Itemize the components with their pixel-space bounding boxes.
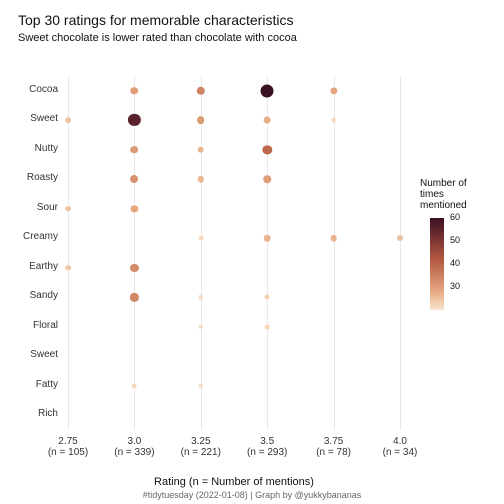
data-point [265, 295, 270, 300]
x-tick: 3.0(n = 339) [104, 436, 164, 458]
data-point [198, 146, 205, 153]
y-tick: Floral [0, 320, 58, 331]
y-tick: Earthy [0, 261, 58, 272]
data-point [264, 117, 271, 124]
data-point [197, 116, 205, 124]
x-tick: 3.25(n = 221) [171, 436, 231, 458]
legend-title: Number of times mentioned [420, 178, 467, 211]
y-tick: Nutty [0, 143, 58, 154]
y-tick: Fatty [0, 379, 58, 390]
y-tick: Sweet [0, 349, 58, 360]
data-point [65, 265, 71, 271]
data-point [198, 176, 204, 182]
data-point [65, 206, 71, 212]
gridline [334, 76, 335, 430]
y-tick: Creamy [0, 231, 58, 242]
x-tick: 4.0(n = 34) [370, 436, 430, 458]
data-point [263, 145, 272, 154]
chart-subtitle: Sweet chocolate is lower rated than choc… [18, 32, 297, 44]
legend-colorbar [430, 218, 444, 310]
x-axis-title: Rating (n = Number of mentions) [68, 476, 400, 488]
data-point [330, 235, 337, 242]
legend-tick: 60 [450, 212, 460, 222]
data-point [128, 114, 140, 126]
data-point [397, 235, 403, 241]
y-tick: Sandy [0, 290, 58, 301]
data-point [198, 236, 203, 241]
data-point [261, 84, 274, 97]
legend-tick: 50 [450, 235, 460, 245]
y-tick: Roasty [0, 172, 58, 183]
chart-title: Top 30 ratings for memorable characteris… [18, 12, 293, 28]
gridline [68, 76, 69, 430]
data-point [330, 87, 337, 94]
y-tick: Rich [0, 408, 58, 419]
data-point [198, 324, 203, 329]
legend-tick: 30 [450, 281, 460, 291]
x-tick: 2.75(n = 105) [38, 436, 98, 458]
data-point [65, 117, 71, 123]
data-point [331, 118, 336, 123]
data-point [130, 293, 138, 301]
data-point [263, 176, 271, 184]
gridline [400, 76, 401, 430]
x-tick: 3.75(n = 78) [304, 436, 364, 458]
x-tick: 3.5(n = 293) [237, 436, 297, 458]
legend-tick: 40 [450, 258, 460, 268]
data-point [198, 295, 203, 300]
y-tick: Sweet [0, 113, 58, 124]
data-point [264, 235, 271, 242]
gridline [134, 76, 135, 430]
data-point [130, 264, 138, 272]
chart-caption: #tidytuesday (2022-01-08) | Graph by @yu… [0, 490, 504, 500]
gridline [267, 76, 268, 430]
data-point [131, 205, 138, 212]
y-tick: Cocoa [0, 84, 58, 95]
data-point [130, 175, 138, 183]
data-point [198, 383, 203, 388]
gridline [201, 76, 202, 430]
data-point [197, 87, 205, 95]
y-tick: Sour [0, 202, 58, 213]
data-point [265, 324, 270, 329]
data-point [131, 146, 139, 154]
data-point [132, 383, 137, 388]
data-point [131, 87, 139, 95]
